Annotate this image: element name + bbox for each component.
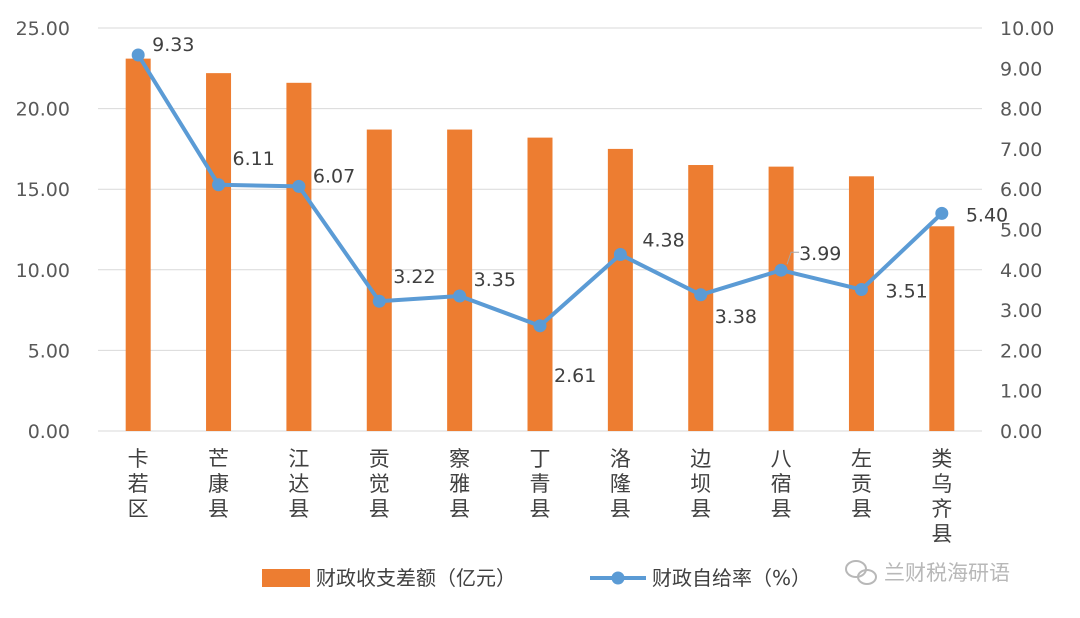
line-point: [372, 294, 386, 308]
y-right-tick-label: 6.00: [1000, 179, 1042, 201]
line-series: [131, 48, 949, 333]
data-label: 4.38: [642, 229, 684, 251]
y-right-tick-label: 2.00: [1000, 340, 1042, 362]
y-left-tick-label: 5.00: [28, 340, 70, 362]
right-axis-ticks: 0.00 1.00 2.00 3.00 4.00 5.00 6.00 7.00 8.00 9.00…: [1000, 18, 1054, 443]
y-right-tick-label: 0.00: [1000, 421, 1042, 443]
watermark-text: 兰财税海研语: [884, 561, 1010, 585]
y-left-tick-label: 25.00: [16, 18, 70, 40]
category-label: 丁青县: [530, 447, 551, 521]
data-label: 3.51: [885, 281, 927, 303]
category-label: 边坝县: [690, 447, 711, 521]
line-point: [774, 263, 788, 277]
data-label: 6.07: [313, 165, 355, 187]
bar: [768, 166, 794, 431]
data-label: 6.11: [233, 148, 275, 170]
bar: [447, 129, 473, 431]
line-point: [533, 319, 547, 333]
line-point: [453, 289, 467, 303]
category-label: 八宿县: [771, 447, 792, 521]
data-labels: 9.33 6.11 6.07 3.22 3.35 2.61 4.38 3.38 3.99 3.51…: [152, 34, 1008, 387]
bar: [366, 129, 392, 431]
category-label: 贡觉县: [369, 447, 390, 521]
line-point: [292, 179, 306, 193]
data-label: 3.22: [393, 266, 435, 288]
bar-series: [125, 58, 955, 432]
wechat-icon: [845, 560, 877, 585]
data-label: 3.35: [474, 269, 516, 291]
category-label: 左贡县: [851, 447, 872, 521]
category-label: 洛隆县: [610, 447, 631, 521]
line-point: [131, 48, 145, 62]
line-point: [854, 283, 868, 297]
bar: [125, 58, 151, 432]
line-point: [613, 247, 627, 261]
y-right-tick-label: 3.00: [1000, 300, 1042, 322]
line-point: [935, 206, 949, 220]
legend-bar-label: 财政收支差额（亿元）: [316, 566, 516, 590]
y-right-tick-label: 1.00: [1000, 381, 1042, 403]
legend: 财政收支差额（亿元） 财政自给率（%）: [262, 566, 811, 590]
legend-line-marker: [611, 571, 625, 585]
bar: [206, 73, 232, 432]
y-right-tick-label: 10.00: [1000, 18, 1054, 40]
data-label: 5.40: [966, 204, 1008, 226]
data-label: 3.38: [715, 306, 757, 328]
y-left-tick-label: 20.00: [16, 99, 70, 121]
data-label: 2.61: [554, 365, 596, 387]
legend-line-label: 财政自给率（%）: [652, 566, 811, 590]
bar: [286, 82, 312, 432]
left-axis-ticks: 0.00 5.00 10.00 15.00 20.00 25.00: [16, 18, 70, 443]
category-label: 察雅县: [449, 447, 470, 521]
data-label: 3.99: [799, 243, 841, 265]
category-label: 类乌齐县: [931, 447, 952, 546]
y-right-tick-label: 5.00: [1000, 220, 1042, 242]
data-label: 9.33: [152, 34, 194, 56]
category-label: 卡若区: [128, 447, 149, 521]
bar: [527, 137, 553, 431]
y-right-tick-label: 4.00: [1000, 260, 1042, 282]
y-right-tick-label: 9.00: [1000, 58, 1042, 80]
category-label: 芒康县: [208, 447, 229, 521]
category-label: 江达县: [288, 447, 309, 521]
y-left-tick-label: 10.00: [16, 260, 70, 282]
category-labels: 卡若区 芒康县 江达县 贡觉县 察雅县 丁青县 洛隆县 边坝县 八宿县 左贡县 类乌齐县: [128, 447, 953, 546]
y-left-tick-label: 0.00: [28, 421, 70, 443]
leader-line: [786, 251, 800, 265]
bar: [607, 148, 633, 431]
line-point: [212, 178, 226, 192]
y-right-tick-label: 7.00: [1000, 139, 1042, 161]
bar: [848, 176, 874, 431]
legend-bar-swatch: [262, 569, 310, 587]
bar: [929, 226, 955, 431]
watermark: 兰财税海研语: [845, 560, 1010, 585]
y-left-tick-label: 15.00: [16, 179, 70, 201]
y-right-tick-label: 8.00: [1000, 99, 1042, 121]
line-point: [694, 288, 708, 302]
